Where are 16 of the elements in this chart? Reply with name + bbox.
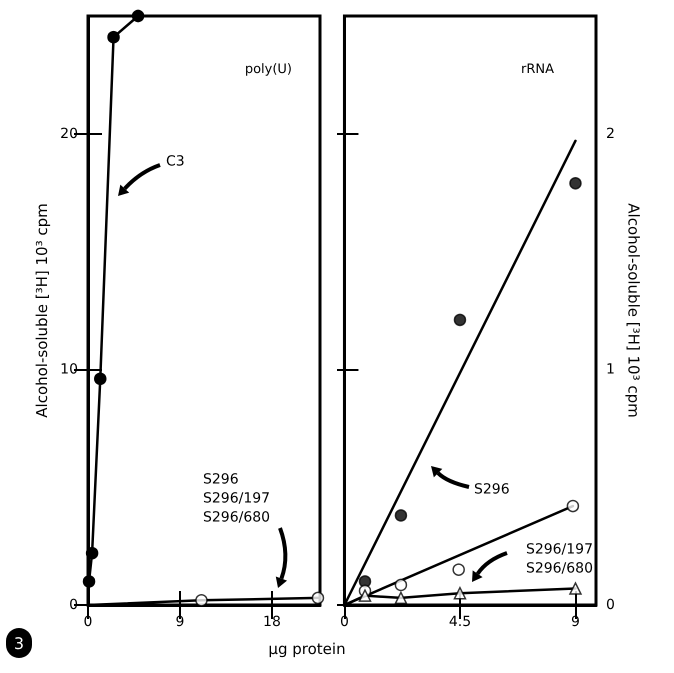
y2-tick-label: 1: [606, 361, 615, 378]
text: 3: [6, 628, 32, 658]
y2-tick-label: 2: [606, 126, 615, 142]
y2-axis-title: Alcohol-soluble [³H] 10³ cpm: [624, 203, 642, 418]
y2-tick-label: 0: [606, 597, 615, 613]
annotation: C3: [166, 154, 185, 170]
annotation: S296: [474, 482, 510, 498]
x-tick-label: 4.5: [448, 614, 472, 630]
annotation: S296/197 S296/680: [526, 542, 593, 576]
text: poly(U): [244, 62, 292, 77]
y-axis-title: Alcohol-soluble [³H] 10³ cpm: [32, 203, 51, 418]
annotation: S296 S296/197 S296/680: [203, 472, 270, 526]
y-tick-label: 20: [60, 126, 78, 142]
x-tick-label: 18: [263, 614, 281, 630]
x-axis-title: µg protein: [268, 640, 346, 658]
text: rRNA: [521, 62, 554, 77]
